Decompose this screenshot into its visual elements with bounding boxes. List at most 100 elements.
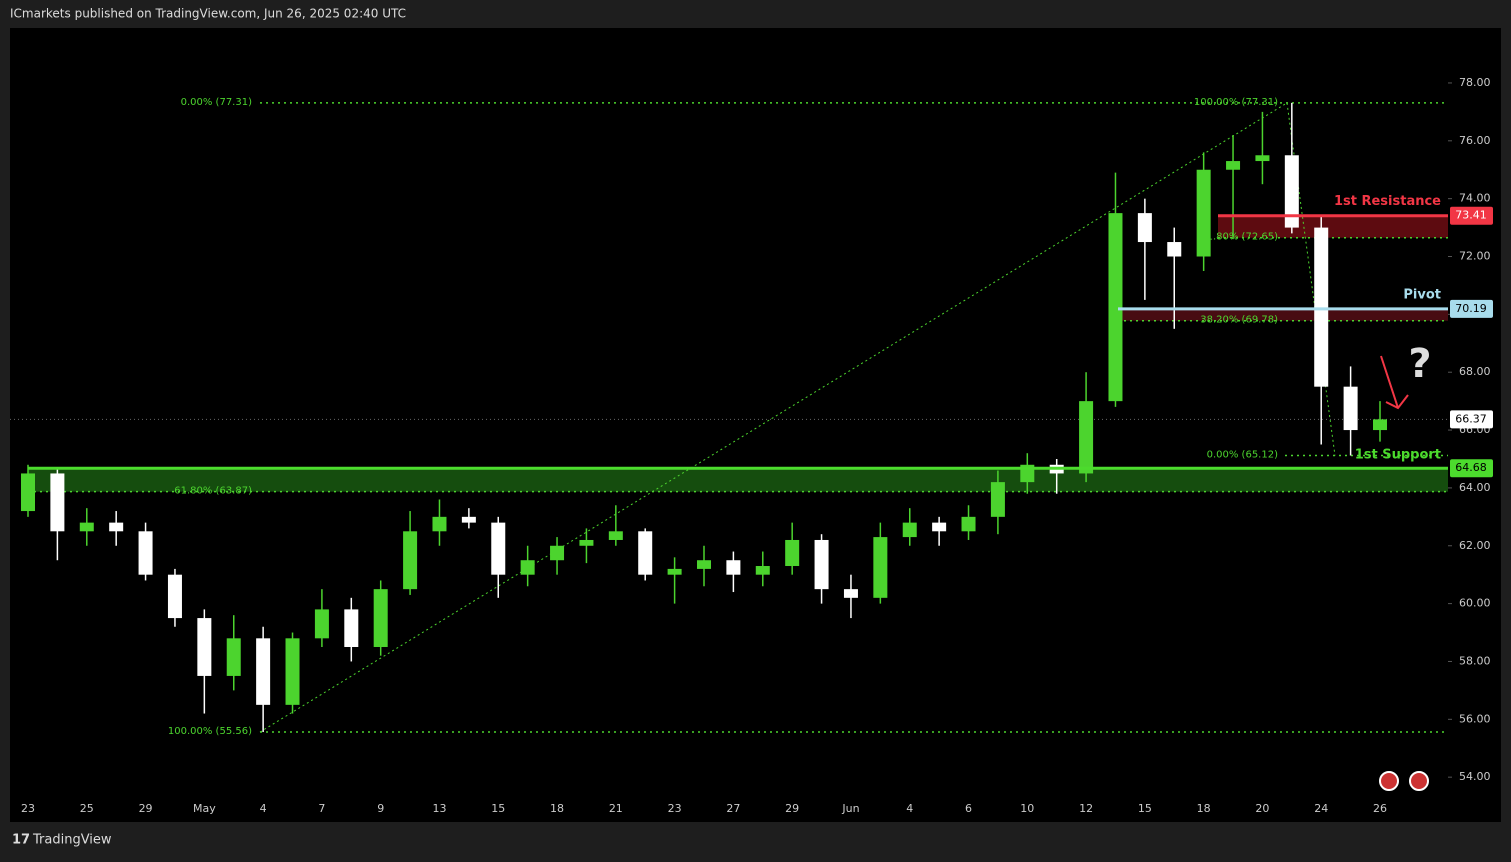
candle-body: [1284, 155, 1299, 228]
x-tick-label: 27: [726, 802, 740, 815]
logo-mark: 17: [12, 833, 30, 848]
x-tick-label: 29: [139, 802, 153, 815]
candle-body: [608, 531, 623, 540]
x-tick-label: 29: [785, 802, 799, 815]
candle-body: [990, 482, 1005, 517]
candle-body: [550, 545, 565, 561]
candle-body: [461, 516, 476, 523]
y-tick-label: 64.00: [1459, 481, 1491, 494]
zone: [28, 468, 1448, 492]
candle-body: [432, 516, 447, 532]
x-tick-label: 26: [1373, 802, 1387, 815]
price-badge-label: 70.19: [1455, 302, 1487, 315]
candle-body: [314, 609, 329, 639]
arrow: [1380, 355, 1409, 410]
x-tick-label: 4: [260, 802, 267, 815]
fib-label: 0.00% (65.12): [1207, 450, 1278, 461]
candle-body: [1137, 213, 1152, 243]
candle-body: [1343, 386, 1358, 431]
candle-body: [491, 522, 506, 575]
candle-body: [843, 589, 858, 598]
x-tick-label: 18: [1197, 802, 1211, 815]
candle-body: [638, 531, 653, 575]
candle-body: [1314, 227, 1329, 387]
last-price-badge: [1450, 410, 1493, 429]
y-tick-label: 74.00: [1459, 192, 1491, 205]
fib-label: 61.80% (72.65): [1200, 232, 1278, 243]
x-tick-label: 15: [1138, 802, 1152, 815]
x-tick-label: 15: [491, 802, 505, 815]
candle-body: [285, 638, 300, 705]
y-tick-label: 72.00: [1459, 250, 1491, 263]
level-name: Pivot: [1403, 287, 1441, 302]
candle-body: [902, 522, 917, 538]
x-tick-label: 7: [318, 802, 325, 815]
candle-body: [21, 473, 35, 512]
candle-body: [373, 589, 388, 648]
brand: TradingView: [32, 833, 112, 848]
candle-body: [667, 568, 682, 575]
candle-body: [50, 473, 65, 532]
x-tick-label: 25: [80, 802, 94, 815]
x-tick-label: 10: [1020, 802, 1034, 815]
candle-body: [1108, 213, 1123, 402]
candle-body: [814, 539, 829, 590]
candle-body: [1079, 401, 1094, 474]
candle-body: [226, 638, 241, 676]
candle-body: [1167, 242, 1182, 257]
y-tick-label: 78.00: [1459, 76, 1491, 89]
x-tick-label: 18: [550, 802, 564, 815]
candle-body: [1373, 419, 1387, 431]
fib-label: 38.20% (69.78): [1200, 315, 1278, 326]
candle-body: [932, 522, 947, 532]
price-badge-label: 64.68: [1455, 461, 1487, 474]
x-tick-label: 6: [965, 802, 972, 815]
candle-body: [1255, 155, 1270, 162]
fib-label: 61.80% (63.87): [174, 486, 252, 497]
candle-body: [403, 531, 418, 590]
price-badge: [1450, 299, 1493, 318]
candle-body: [755, 566, 770, 575]
candle-body: [1226, 161, 1241, 170]
price-badge-label: 73.41: [1455, 209, 1487, 222]
y-tick-label: 68.00: [1459, 365, 1491, 378]
candle-body: [873, 537, 888, 598]
price-badge: [1450, 459, 1493, 478]
level-name: 1st Resistance: [1334, 194, 1441, 209]
fib-label: 0.00% (77.31): [181, 97, 252, 108]
candle-body: [167, 574, 182, 619]
y-tick-label: 56.00: [1459, 712, 1491, 725]
x-tick-label: 24: [1314, 802, 1328, 815]
plot-bg: [10, 28, 1501, 822]
candle-body: [520, 560, 535, 575]
x-tick-label: 9: [377, 802, 384, 815]
fib-label: 100.00% (55.56): [168, 726, 252, 737]
annotation: ?: [1408, 341, 1431, 387]
candle-body: [785, 539, 800, 567]
zone: [1218, 215, 1448, 238]
x-tick-label: 20: [1255, 802, 1269, 815]
candle-body: [697, 560, 711, 569]
price-badge: [1450, 206, 1493, 225]
flag-icons: [1379, 771, 1429, 791]
x-tick-label: Jun: [841, 802, 859, 815]
fib-diagonal: [1286, 102, 1336, 456]
zone: [1118, 308, 1448, 321]
candle-body: [109, 522, 124, 532]
y-tick-label: 76.00: [1459, 134, 1491, 147]
x-tick-label: 13: [432, 802, 446, 815]
x-tick-label: 21: [609, 802, 623, 815]
candle-body: [1196, 169, 1211, 257]
fib-diagonal: [259, 102, 1288, 733]
candle-body: [579, 539, 594, 546]
publisher: ICmarkets published on TradingView.com, …: [10, 7, 406, 21]
y-tick-label: 54.00: [1459, 770, 1491, 783]
x-tick-label: 12: [1079, 802, 1093, 815]
x-tick-label: 23: [668, 802, 682, 815]
candle-body: [344, 609, 359, 648]
level-name: 1st Support: [1355, 448, 1441, 463]
x-tick-label: May: [193, 802, 216, 815]
y-tick-label: 58.00: [1459, 654, 1491, 667]
candle-body: [79, 522, 94, 532]
